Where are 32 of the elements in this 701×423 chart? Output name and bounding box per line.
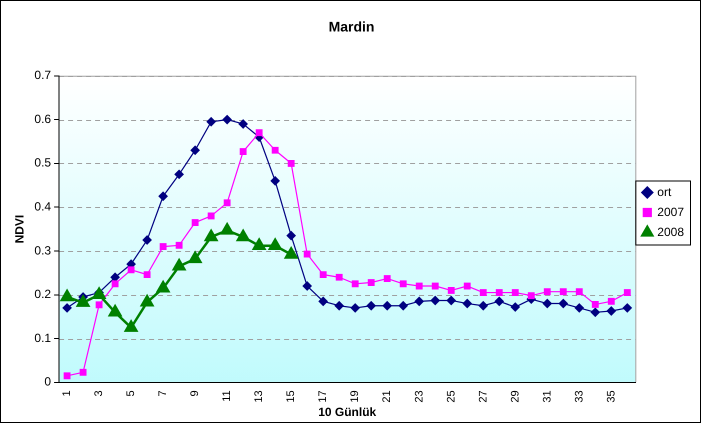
x-tick-label: 25 [445, 390, 458, 403]
x-tick-label: 11 [221, 390, 234, 402]
x-tick-label: 5 [125, 390, 138, 396]
x-tick-label: 7 [157, 390, 170, 396]
legend-label: 2008 [657, 224, 684, 239]
legend-label: ort [657, 184, 672, 199]
x-tick-label: 17 [317, 390, 330, 403]
chart-title: Mardin [328, 18, 374, 34]
x-tick-label: 23 [413, 390, 426, 403]
y-tick-label: 0.6 [34, 112, 52, 126]
y-axis-title: NDVI [12, 214, 27, 244]
x-axis-title: 10 Günlük [318, 405, 377, 420]
y-tick-label: 0.7 [34, 68, 52, 82]
x-tick-label: 9 [189, 390, 202, 396]
y-tick-label: 0 [44, 374, 52, 389]
y-tick-label: 0.2 [34, 287, 52, 302]
y-tick-label: 0.5 [34, 156, 52, 170]
x-tick-label: 21 [381, 390, 394, 403]
x-tick-label: 3 [93, 390, 106, 396]
x-tick-label: 13 [253, 390, 266, 403]
x-tick-label: 19 [349, 390, 362, 403]
y-tick-label: 0.1 [34, 330, 52, 345]
x-tick-label: 15 [285, 390, 298, 403]
y-tick-label: 0.3 [34, 243, 52, 258]
x-tick-label: 33 [573, 390, 586, 403]
y-tick-label: 0.4 [34, 199, 52, 214]
x-tick-label: 31 [541, 390, 554, 403]
x-tick-label: 1 [61, 390, 74, 396]
x-tick-label: 35 [605, 390, 618, 403]
x-tick-label: 27 [477, 390, 490, 403]
x-tick-label: 29 [509, 390, 522, 403]
legend-label: 2007 [657, 204, 684, 219]
